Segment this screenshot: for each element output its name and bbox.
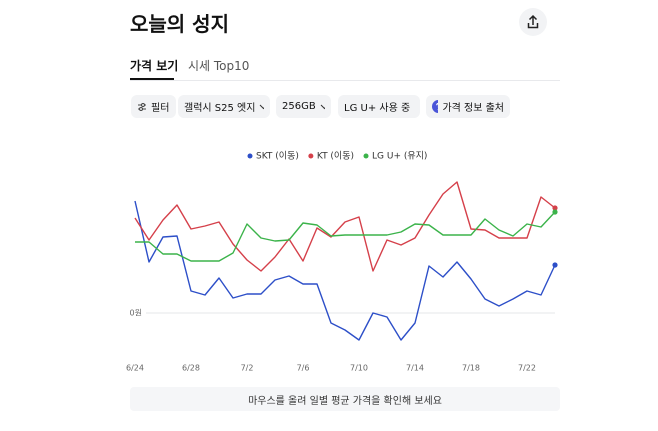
end-point	[552, 205, 558, 211]
storage-dropdown[interactable]: 256GB	[276, 95, 331, 118]
help-icon	[432, 100, 439, 113]
share-button[interactable]	[519, 8, 547, 36]
x-tick-label: 7/2	[241, 364, 254, 373]
tab[interactable]: 가격 보기	[130, 59, 179, 73]
legend-marker	[247, 153, 253, 159]
chip-label: 가격 정보 출처	[442, 103, 504, 114]
model-dropdown[interactable]: 갤럭시 S25 엣지	[178, 95, 270, 118]
chip-label: 256GB	[282, 101, 316, 112]
page-title: 오늘의 성지	[130, 12, 229, 36]
x-tick-label: 7/18	[462, 364, 480, 373]
series-line	[134, 200, 556, 341]
chevron	[320, 104, 325, 109]
chevron	[260, 104, 264, 109]
source-button[interactable]: 가격 정보 출처	[426, 95, 510, 118]
hint-text: 마우스를 올려 일별 평균 가격을 확인해 보세요	[248, 395, 442, 407]
legend-marker	[308, 153, 314, 159]
filter-chip[interactable]: 필터	[131, 95, 176, 118]
x-tick-label: 7/6	[297, 364, 310, 373]
carrier-dropdown[interactable]: LG U+ 사용 중	[338, 95, 420, 118]
end-point	[552, 262, 558, 268]
y-tick-label: 0원	[130, 309, 142, 318]
share-icon	[527, 14, 539, 29]
chip-label: 필터	[151, 103, 170, 114]
chip-label: LG U+ 사용 중	[344, 103, 411, 114]
end-point	[552, 209, 558, 215]
hint-bar: 마우스를 올려 일별 평균 가격을 확인해 보세요	[130, 387, 560, 411]
tab-divider	[130, 80, 560, 81]
legend-label: KT (이동)	[317, 151, 354, 162]
chip-label: 갤럭시 S25 엣지	[184, 103, 256, 114]
legend-label: SKT (이동)	[256, 151, 299, 162]
x-tick-label: 6/24	[126, 364, 144, 373]
tab-indicator	[130, 78, 174, 80]
filter-icon	[138, 102, 146, 111]
series-line	[134, 181, 556, 272]
x-tick-label: 6/28	[182, 364, 200, 373]
x-tick-label: 7/14	[406, 364, 424, 373]
series-line	[135, 211, 556, 262]
legend-marker	[363, 153, 369, 159]
legend-label: LG U+ (유지)	[372, 151, 427, 162]
tab[interactable]: 시세 Top10	[188, 59, 250, 73]
x-tick-label: 7/22	[518, 364, 536, 373]
x-tick-label: 7/10	[350, 364, 368, 373]
